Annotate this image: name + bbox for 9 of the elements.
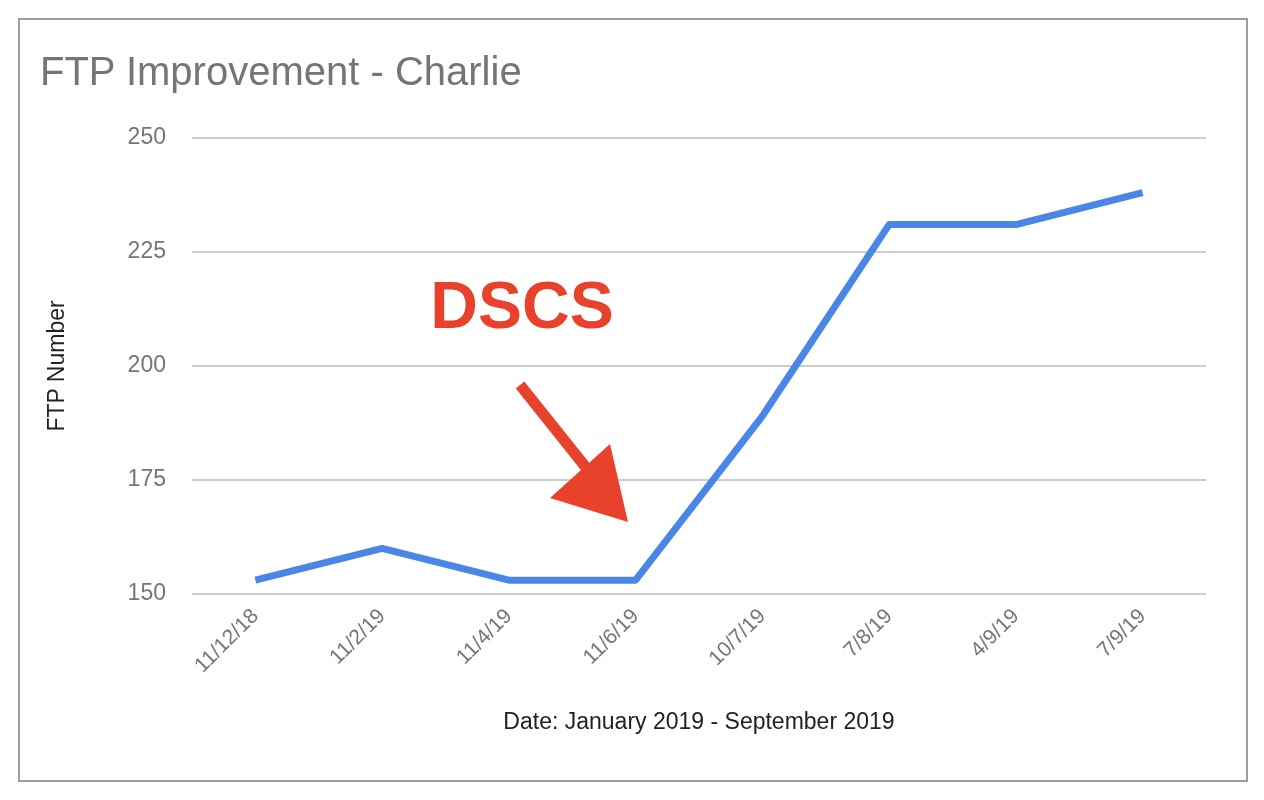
annotation: DSCS (430, 268, 614, 343)
y-tick-label: 250 (127, 123, 166, 150)
y-tick-label: 225 (127, 237, 166, 264)
x-axis-title: Date: January 2019 - September 2019 (503, 707, 895, 734)
y-tick-label: 150 (127, 579, 166, 606)
chart-title: FTP Improvement - Charlie (40, 49, 522, 94)
y-axis-title: FTP Number (43, 299, 70, 432)
y-tick-label: 200 (127, 351, 166, 378)
y-tick-label: 175 (127, 465, 166, 492)
